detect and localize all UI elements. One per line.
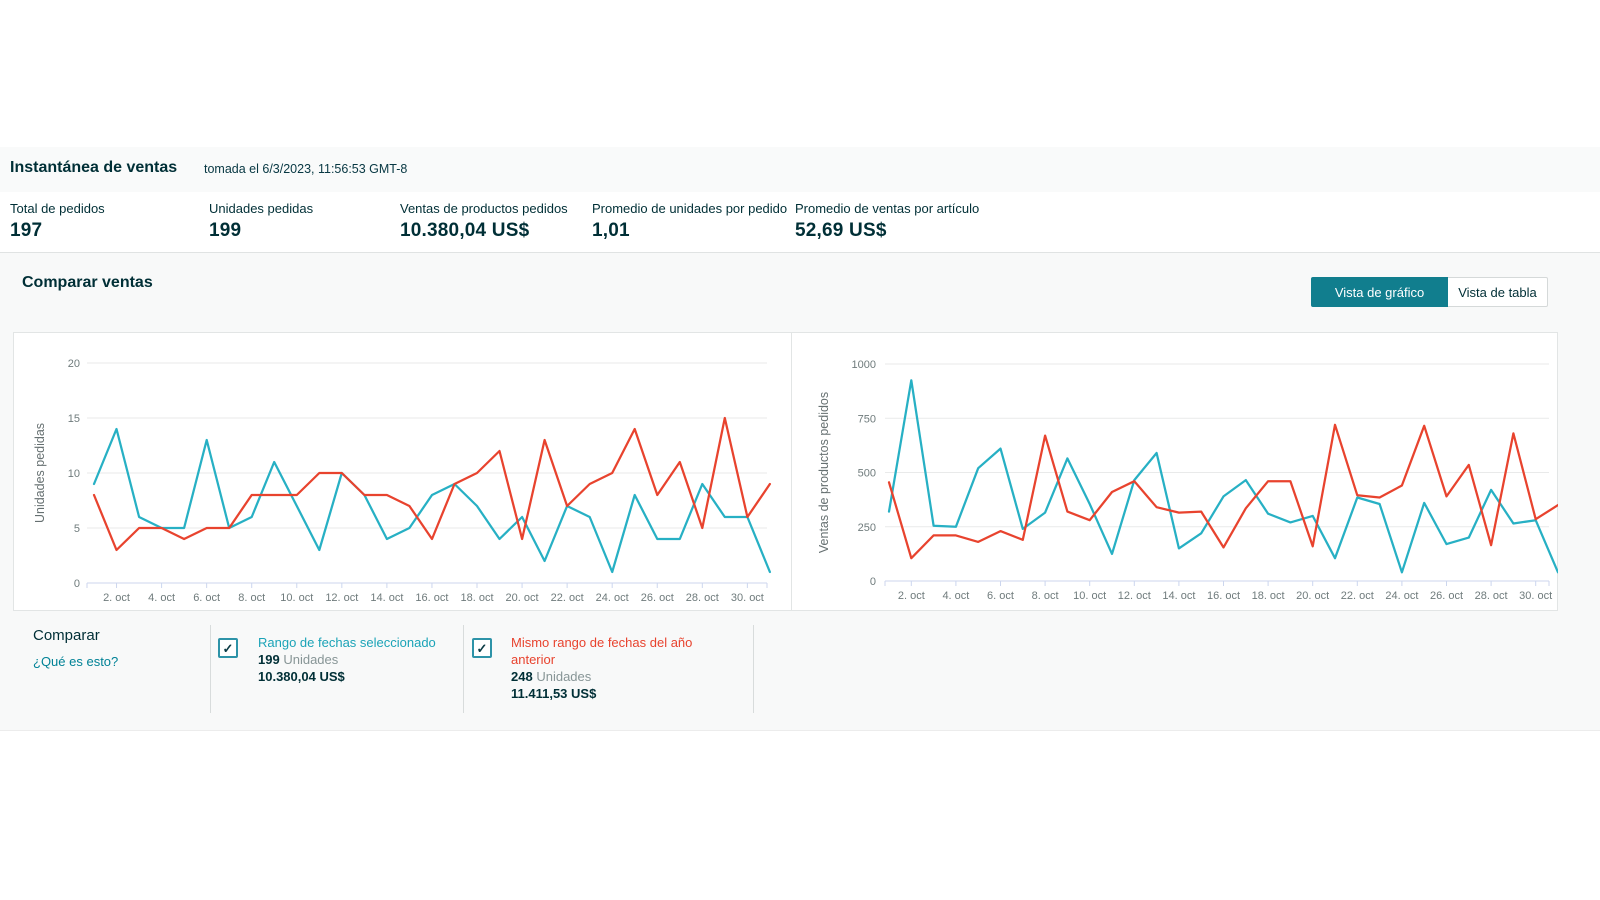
x-tick-label: 20. oct — [1296, 590, 1329, 602]
x-tick-label: 18. oct — [1252, 590, 1285, 602]
prior-year-legend-item: Mismo rango de fechas del año anterior 2… — [511, 634, 693, 702]
checkmark-icon: ✓ — [476, 640, 488, 656]
metric-total-orders: Total de pedidos 197 — [10, 201, 105, 242]
what-is-this-link[interactable]: ¿Qué es esto? — [33, 654, 119, 669]
y-axis-title: Unidades pedidas — [33, 423, 47, 523]
selected-range-legend-item: Rango de fechas seleccionado 199 Unidade… — [258, 634, 436, 685]
units-ordered-chart[interactable]: 0 5 10 15 20 2. oct 4. oct 6. oct 8. oct 10. oct 1… — [14, 333, 792, 610]
table-view-button[interactable]: Vista de tabla — [1448, 277, 1548, 307]
x-tick-label: 16. oct — [1207, 590, 1240, 602]
prior-year-line[interactable] — [887, 423, 1560, 560]
x-tick-label: 30. oct — [1519, 590, 1552, 602]
x-tick-label: 18. oct — [460, 592, 493, 604]
sales-snapshot-header: Instantánea de ventas tomada el 6/3/2023… — [0, 147, 1600, 192]
x-tick-label: 30. oct — [731, 592, 764, 604]
metric-value: 199 — [209, 220, 242, 241]
y-tick-label: 5 — [74, 523, 80, 535]
ventas-de-productos-pedidos-svg[interactable]: 0 250 500 750 1000 2. oct 4. oct 6. oct 8. oct 10… — [792, 333, 1560, 610]
checkmark-icon: ✓ — [222, 640, 234, 656]
y-tick-label: 0 — [870, 576, 876, 588]
prior-year-checkbox[interactable]: ✓ — [472, 638, 492, 658]
y-tick-label: 0 — [74, 578, 80, 590]
selected-range-units: 199 Unidades — [258, 652, 339, 667]
y-tick-label: 10 — [68, 468, 80, 480]
section-title: Comparar ventas — [22, 274, 153, 291]
selected-range-line[interactable] — [92, 427, 772, 574]
x-tick-label: 6. oct — [193, 592, 220, 604]
y-tick-label: 15 — [68, 413, 80, 425]
metric-value: 1,01 — [592, 220, 630, 241]
metric-value: 52,69 US$ — [795, 220, 887, 241]
prior-year-units: 248 Unidades — [511, 669, 592, 684]
ordered-product-sales-chart[interactable]: 0 250 500 750 1000 2. oct 4. oct 6. oct 8. oct 10… — [792, 333, 1560, 610]
metric-product-sales: Ventas de productos pedidos 10.380,04 US… — [400, 201, 568, 242]
x-tick-label: 10. oct — [280, 592, 313, 604]
metric-avg-sales-per-item: Promedio de ventas por artículo 52,69 US… — [795, 201, 979, 242]
unidades-pedidas-svg[interactable]: 0 5 10 15 20 2. oct 4. oct 6. oct 8. oct 10. oct 1… — [14, 333, 791, 610]
y-axis-title: Ventas de productos pedidos — [817, 392, 831, 553]
legend-divider — [463, 625, 464, 713]
y-tick-label: 500 — [858, 468, 876, 480]
x-tick-label: 16. oct — [415, 592, 448, 604]
metric-value: 197 — [10, 220, 43, 241]
snapshot-timestamp: tomada el 6/3/2023, 11:56:53 GMT-8 — [204, 162, 408, 176]
x-tick-label: 28. oct — [1475, 590, 1508, 602]
selected-range-sales: 10.380,04 US$ — [258, 669, 345, 684]
metrics-row: Total de pedidos 197 Unidades pedidas 19… — [0, 192, 1600, 253]
metric-value: 10.380,04 US$ — [400, 220, 530, 241]
x-tick-label: 2. oct — [103, 592, 130, 604]
x-tick-label: 24. oct — [1385, 590, 1418, 602]
y-tick-label: 1000 — [852, 359, 876, 371]
x-tick-label: 22. oct — [1341, 590, 1374, 602]
x-tick-label: 4. oct — [148, 592, 175, 604]
metric-label: Promedio de unidades por pedido — [592, 201, 788, 216]
x-tick-label: 8. oct — [238, 592, 265, 604]
x-tick-label: 8. oct — [1032, 590, 1059, 602]
charts-container: 0 5 10 15 20 2. oct 4. oct 6. oct 8. oct 10. oct 1… — [13, 332, 1560, 611]
compare-sales-section: Comparar ventas Vista de gráfico Vista d… — [0, 253, 1600, 731]
legend-divider — [210, 625, 211, 713]
metric-label: Unidades pedidas — [209, 201, 314, 216]
x-tick-label: 24. oct — [596, 592, 629, 604]
metric-label: Promedio de ventas por artículo — [795, 201, 980, 216]
selected-range-label: Rango de fechas seleccionado — [258, 635, 436, 650]
selected-range-line[interactable] — [887, 379, 1560, 574]
selected-range-checkbox[interactable]: ✓ — [218, 638, 238, 658]
x-tick-label: 14. oct — [1162, 590, 1195, 602]
y-tick-label: 250 — [858, 522, 876, 534]
x-tick-label: 20. oct — [506, 592, 539, 604]
x-tick-label: 26. oct — [641, 592, 674, 604]
x-tick-label: 28. oct — [686, 592, 719, 604]
x-tick-label: 4. oct — [942, 590, 969, 602]
page-title: Instantánea de ventas — [10, 159, 178, 176]
view-toggle: Vista de gráfico Vista de tabla — [1311, 277, 1548, 307]
legend-divider — [753, 625, 754, 713]
chart-view-button[interactable]: Vista de gráfico — [1311, 277, 1448, 307]
metric-avg-units-per-order: Promedio de unidades por pedido 1,01 — [592, 201, 787, 242]
metric-units-ordered: Unidades pedidas 199 — [209, 201, 313, 242]
x-tick-label: 6. oct — [987, 590, 1014, 602]
metric-label: Total de pedidos — [10, 201, 105, 216]
y-tick-label: 20 — [68, 358, 80, 370]
x-tick-label: 12. oct — [325, 592, 358, 604]
x-tick-label: 10. oct — [1073, 590, 1106, 602]
y-tick-label: 750 — [858, 413, 876, 425]
x-tick-label: 2. oct — [898, 590, 925, 602]
prior-year-line[interactable] — [92, 416, 772, 552]
x-tick-label: 26. oct — [1430, 590, 1463, 602]
prior-year-label: Mismo rango de fechas del año anterior — [511, 635, 693, 667]
x-tick-label: 14. oct — [370, 592, 403, 604]
prior-year-sales: 11.411,53 US$ — [511, 686, 597, 701]
compare-heading: Comparar — [33, 627, 100, 644]
x-tick-label: 22. oct — [551, 592, 584, 604]
x-tick-label: 12. oct — [1118, 590, 1151, 602]
metric-label: Ventas de productos pedidos — [400, 201, 568, 216]
